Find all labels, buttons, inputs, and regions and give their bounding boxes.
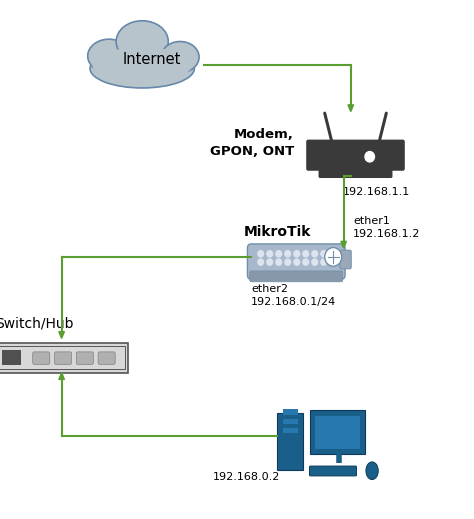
Circle shape [258, 251, 264, 257]
FancyBboxPatch shape [76, 352, 93, 364]
Circle shape [294, 259, 300, 265]
Text: MikroTik: MikroTik [244, 225, 311, 239]
Polygon shape [341, 241, 346, 248]
Circle shape [258, 259, 264, 265]
FancyBboxPatch shape [250, 271, 343, 282]
FancyBboxPatch shape [33, 352, 50, 364]
FancyBboxPatch shape [55, 352, 72, 364]
Circle shape [303, 251, 309, 257]
Circle shape [330, 251, 336, 257]
Ellipse shape [161, 42, 199, 73]
FancyBboxPatch shape [0, 343, 128, 373]
FancyBboxPatch shape [247, 244, 345, 279]
Text: Switch/Hub: Switch/Hub [0, 317, 74, 331]
Ellipse shape [88, 39, 130, 73]
FancyBboxPatch shape [310, 410, 365, 454]
FancyBboxPatch shape [2, 350, 21, 365]
Circle shape [365, 152, 374, 162]
FancyBboxPatch shape [306, 140, 405, 171]
Circle shape [321, 251, 327, 257]
Circle shape [330, 259, 336, 265]
FancyBboxPatch shape [98, 352, 115, 364]
Circle shape [303, 259, 309, 265]
FancyBboxPatch shape [283, 428, 298, 433]
Polygon shape [59, 373, 64, 379]
Polygon shape [348, 105, 354, 112]
Text: Modem,
GPON, ONT: Modem, GPON, ONT [210, 128, 294, 158]
Circle shape [294, 251, 300, 257]
Circle shape [312, 251, 318, 257]
Ellipse shape [90, 49, 194, 88]
Text: Internet: Internet [122, 52, 181, 67]
Ellipse shape [366, 462, 378, 480]
Circle shape [325, 248, 342, 266]
FancyBboxPatch shape [315, 416, 360, 449]
Circle shape [321, 259, 327, 265]
Text: ether1
192.168.1.2: ether1 192.168.1.2 [353, 216, 420, 239]
Circle shape [267, 259, 273, 265]
Circle shape [267, 251, 273, 257]
Circle shape [285, 259, 291, 265]
FancyBboxPatch shape [277, 413, 303, 470]
FancyBboxPatch shape [319, 166, 392, 178]
Circle shape [312, 259, 318, 265]
Text: 192.168.1.1: 192.168.1.1 [343, 187, 410, 197]
Ellipse shape [92, 47, 192, 83]
FancyBboxPatch shape [283, 419, 298, 424]
Text: ether2
192.168.0.1/24: ether2 192.168.0.1/24 [251, 284, 337, 307]
Circle shape [285, 251, 291, 257]
Circle shape [276, 259, 282, 265]
FancyBboxPatch shape [310, 466, 356, 476]
Text: 192.168.0.2: 192.168.0.2 [213, 472, 281, 482]
Polygon shape [59, 332, 64, 338]
Ellipse shape [116, 21, 168, 62]
FancyBboxPatch shape [340, 250, 351, 269]
Circle shape [276, 251, 282, 257]
FancyBboxPatch shape [283, 409, 298, 415]
